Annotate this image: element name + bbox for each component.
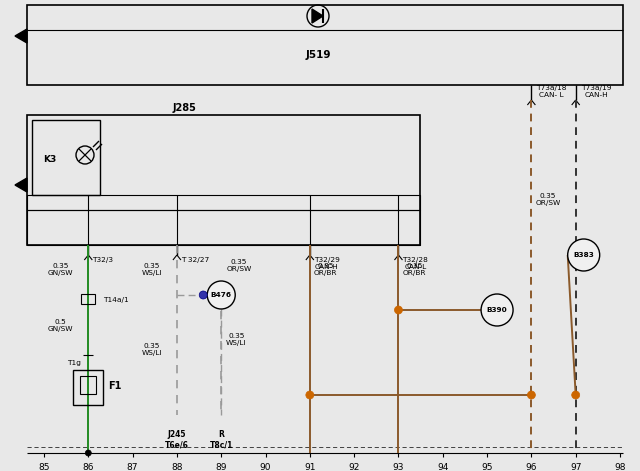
Text: T 32/27: T 32/27: [181, 257, 209, 263]
Text: 88: 88: [171, 463, 182, 471]
Text: T32/28
CAN-L: T32/28 CAN-L: [403, 257, 428, 270]
Text: 89: 89: [216, 463, 227, 471]
Circle shape: [306, 391, 314, 399]
Polygon shape: [15, 29, 27, 43]
Text: T73a/18
CAN- L: T73a/18 CAN- L: [536, 85, 567, 98]
Text: 90: 90: [260, 463, 271, 471]
Text: 0.5
GN/SW: 0.5 GN/SW: [48, 318, 74, 332]
Text: 0.35
OR/BR: 0.35 OR/BR: [314, 263, 337, 276]
Text: 85: 85: [38, 463, 50, 471]
Text: 0.35
WS/LI: 0.35 WS/LI: [141, 263, 162, 276]
Text: T14a/1: T14a/1: [103, 297, 129, 303]
Text: 0.35
OR/BR: 0.35 OR/BR: [403, 263, 426, 276]
Text: 92: 92: [348, 463, 360, 471]
Text: 0.35
WS/LI: 0.35 WS/LI: [141, 343, 162, 357]
Circle shape: [85, 450, 92, 456]
Circle shape: [207, 281, 236, 309]
Circle shape: [568, 239, 600, 271]
Text: J245
T6e/6: J245 T6e/6: [165, 430, 189, 449]
Circle shape: [481, 294, 513, 326]
Text: B390: B390: [486, 307, 508, 313]
Circle shape: [394, 306, 403, 314]
Text: F1: F1: [108, 381, 122, 391]
Text: T1g: T1g: [67, 360, 81, 366]
Text: 0.35
GN/SW: 0.35 GN/SW: [48, 263, 74, 276]
Bar: [80, 376, 96, 394]
Text: R
T8c/1: R T8c/1: [209, 430, 233, 449]
Text: 0.35
OR/SW: 0.35 OR/SW: [536, 194, 561, 206]
Text: T32/29
CAN-H: T32/29 CAN-H: [314, 257, 340, 270]
Text: B383: B383: [573, 252, 594, 258]
Bar: [27, 115, 420, 245]
Text: 0.35
OR/SW: 0.35 OR/SW: [226, 259, 252, 271]
Text: 93: 93: [393, 463, 404, 471]
Polygon shape: [15, 178, 27, 192]
Bar: [74, 370, 103, 405]
Bar: [81, 294, 95, 304]
Polygon shape: [312, 9, 323, 23]
Text: 87: 87: [127, 463, 138, 471]
Circle shape: [572, 391, 580, 399]
Bar: [27, 195, 420, 210]
Text: 97: 97: [570, 463, 582, 471]
Text: 95: 95: [481, 463, 493, 471]
Text: J519: J519: [305, 50, 331, 60]
Text: B476: B476: [211, 292, 232, 298]
Bar: [32, 120, 100, 195]
Text: 86: 86: [83, 463, 94, 471]
Text: K3: K3: [44, 155, 56, 164]
Bar: [27, 5, 623, 85]
Text: 0.35
WS/LI: 0.35 WS/LI: [226, 333, 247, 347]
Circle shape: [199, 291, 207, 299]
Text: T73a/19
CAN-H: T73a/19 CAN-H: [580, 85, 611, 98]
Text: 91: 91: [304, 463, 316, 471]
Text: T32/3: T32/3: [92, 257, 113, 263]
Bar: [27, 210, 420, 245]
Circle shape: [527, 391, 536, 399]
Text: 96: 96: [525, 463, 537, 471]
Text: 98: 98: [614, 463, 626, 471]
Text: J285: J285: [173, 103, 197, 113]
Text: 94: 94: [437, 463, 449, 471]
